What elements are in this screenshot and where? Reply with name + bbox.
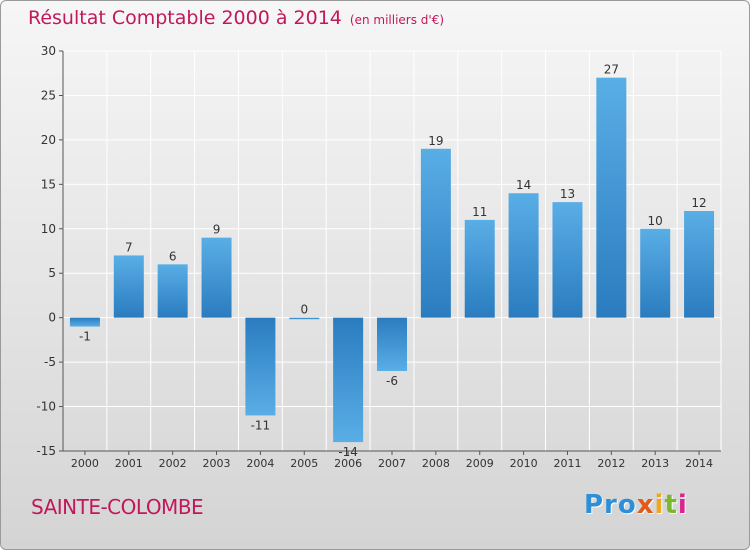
logo-part: i <box>654 490 665 520</box>
y-tick-label: 5 <box>48 266 56 280</box>
bar <box>333 317 364 443</box>
axes <box>59 50 721 455</box>
data-label: -1 <box>79 330 91 344</box>
bar <box>464 219 495 318</box>
logo-part: t <box>664 490 678 520</box>
y-tick-label: -5 <box>44 355 56 369</box>
x-tick-label: 2008 <box>422 457 450 470</box>
bar <box>377 317 407 371</box>
x-tick-label: 2009 <box>466 457 494 470</box>
chart-title: Résultat Comptable 2000 à 2014 (en millie… <box>28 7 444 29</box>
chart-title-text: Résultat Comptable 2000 à 2014 <box>28 7 342 29</box>
bar <box>113 255 144 318</box>
data-label: 14 <box>516 178 531 192</box>
x-tick-label: 2006 <box>334 457 362 470</box>
bar <box>640 228 671 318</box>
bars <box>69 77 715 443</box>
x-tick-label: 2000 <box>71 457 99 470</box>
data-label: -14 <box>338 445 358 459</box>
data-label: 11 <box>472 205 487 219</box>
data-label: -11 <box>251 418 271 432</box>
data-label: 27 <box>604 63 619 77</box>
bar <box>684 211 715 318</box>
x-tick-label: 2004 <box>246 457 274 470</box>
y-tick-label: 30 <box>41 44 56 58</box>
logo-part: i <box>677 490 688 520</box>
x-tick-label: 2013 <box>641 457 669 470</box>
proxiti-logo: Proxiti <box>584 490 688 520</box>
bar <box>157 264 188 318</box>
bar <box>69 317 100 327</box>
y-tick-label: 10 <box>41 222 56 236</box>
bar <box>201 237 232 318</box>
bar <box>508 193 539 318</box>
y-tick-label: -15 <box>36 444 56 458</box>
data-label: 10 <box>648 214 663 228</box>
data-label: 0 <box>300 303 308 317</box>
data-label: 6 <box>169 249 177 263</box>
y-tick-label: 25 <box>41 88 56 102</box>
x-tick-label: 2001 <box>115 457 143 470</box>
logo-part: x <box>636 490 655 520</box>
labels: -15 -10 -5 0 5 10 15 20 25 30 -1 2000 7 2001 6 2002 9 200… <box>36 44 713 470</box>
y-tick-label: 0 <box>48 311 56 325</box>
data-label: 7 <box>125 240 133 254</box>
logo-part: Pro <box>584 490 637 520</box>
data-label: 13 <box>560 187 575 201</box>
bar <box>596 77 627 318</box>
x-tick-label: 2003 <box>203 457 231 470</box>
data-label: 12 <box>691 196 706 210</box>
bar <box>289 317 320 320</box>
x-tick-label: 2014 <box>685 457 713 470</box>
data-label: -6 <box>386 374 398 388</box>
y-tick-label: -10 <box>36 400 56 414</box>
data-label: 19 <box>428 134 443 148</box>
y-tick-label: 15 <box>41 177 56 191</box>
bar <box>245 317 276 416</box>
bar <box>420 148 451 318</box>
chart-subtitle: (en milliers d'€) <box>349 13 445 27</box>
x-tick-label: 2002 <box>159 457 187 470</box>
commune-name: SAINTE-COLOMBE <box>31 495 204 519</box>
data-label: 9 <box>213 223 221 237</box>
x-tick-label: 2011 <box>553 457 581 470</box>
bar <box>552 202 583 318</box>
x-tick-label: 2005 <box>290 457 318 470</box>
x-tick-label: 2012 <box>597 457 625 470</box>
x-tick-label: 2007 <box>378 457 406 470</box>
x-tick-label: 2010 <box>510 457 538 470</box>
y-tick-label: 20 <box>41 133 56 147</box>
